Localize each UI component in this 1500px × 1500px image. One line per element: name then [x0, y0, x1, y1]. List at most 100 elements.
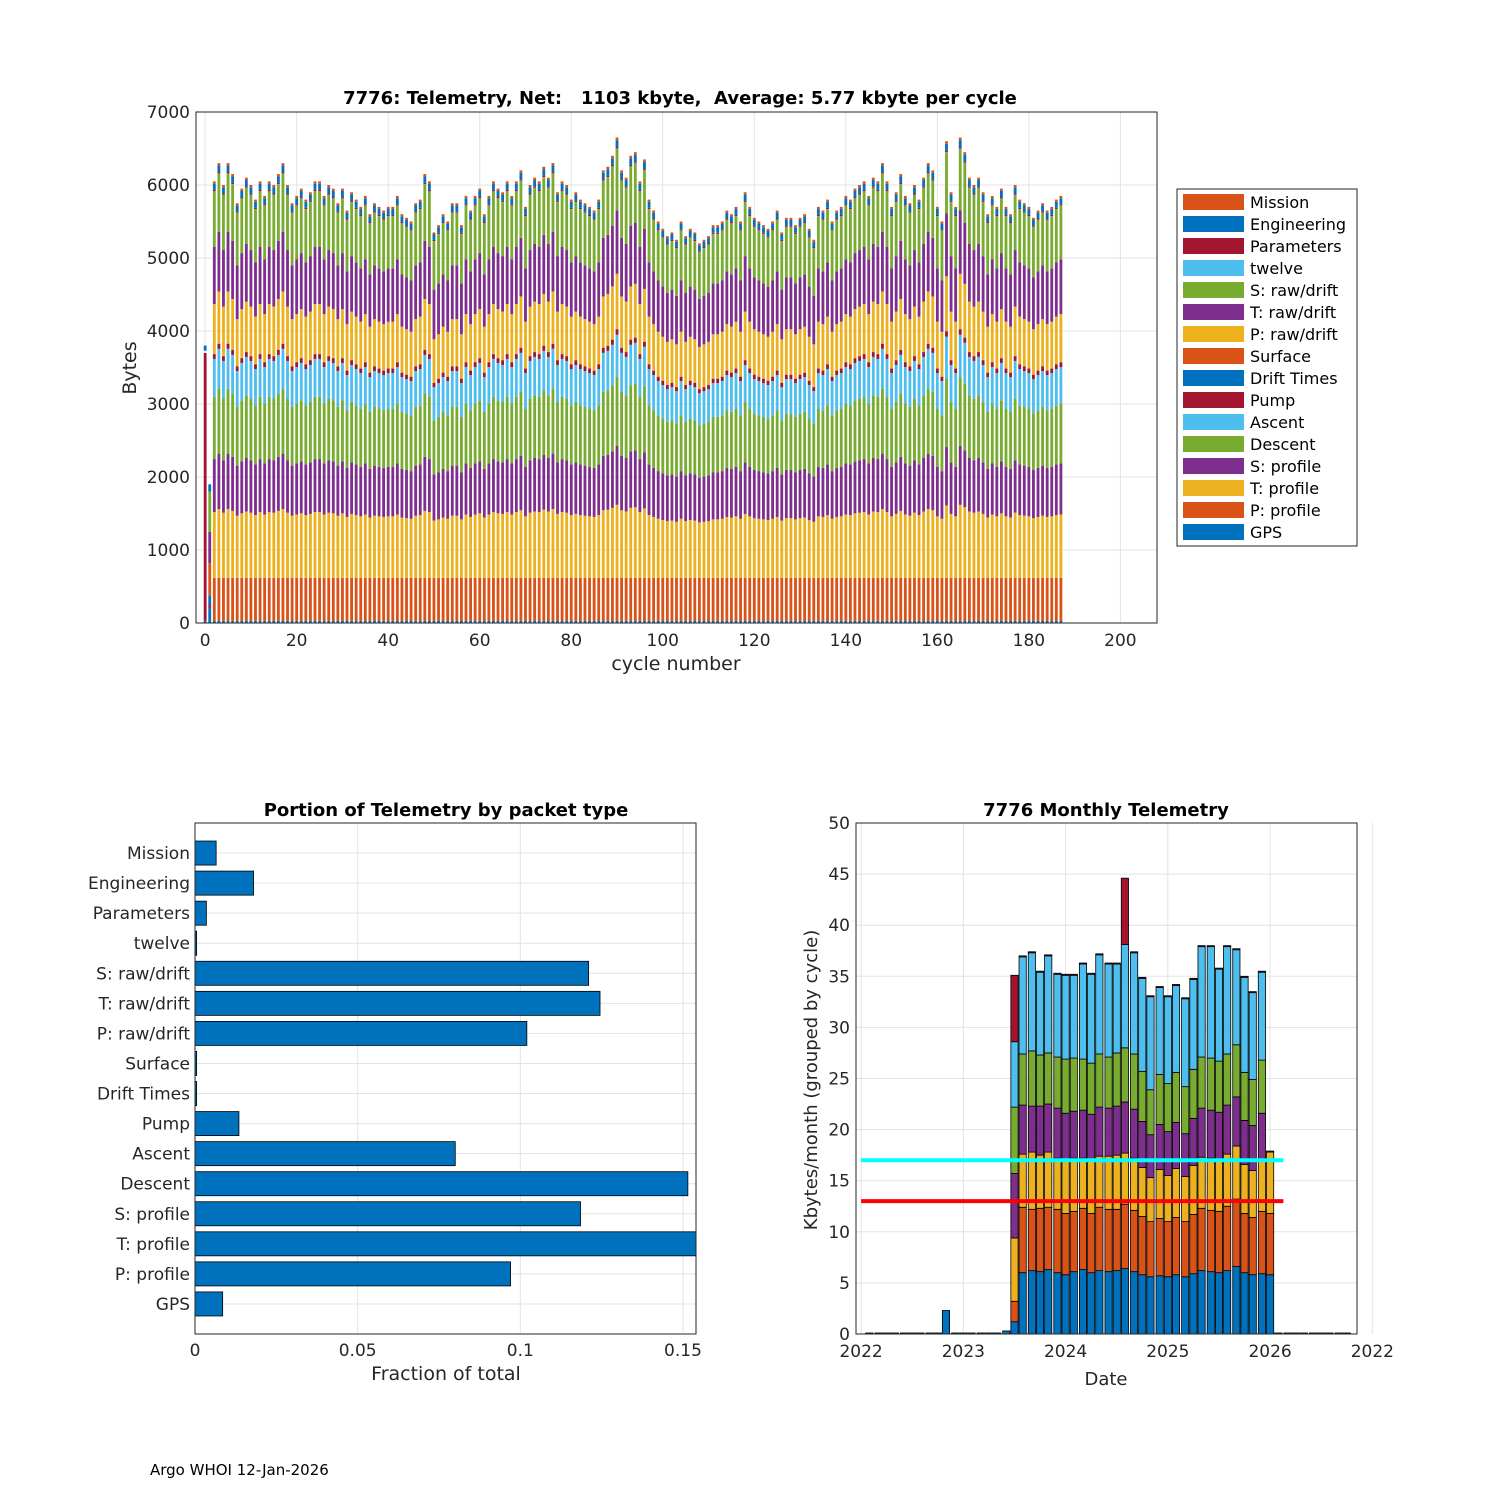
monthly-bar-segment	[1266, 1274, 1275, 1335]
per-cycle-bar-segment	[922, 356, 926, 396]
per-cycle-bar-segment	[807, 336, 811, 381]
per-cycle-bar-segment	[423, 354, 427, 394]
per-cycle-bar-segment	[949, 462, 953, 514]
per-cycle-bar-segment	[1041, 371, 1045, 407]
per-cycle-bar-segment	[231, 354, 235, 394]
per-cycle-bar-segment	[254, 405, 257, 465]
per-cycle-bar-segment	[427, 512, 431, 578]
per-cycle-bar-segment	[789, 219, 793, 226]
per-cycle-bar-segment	[816, 516, 820, 578]
per-cycle-bar-segment	[263, 366, 267, 404]
per-cycle-bar-segment	[945, 378, 948, 448]
per-cycle-bar-segment	[853, 190, 857, 198]
per-cycle-bar-segment	[514, 620, 518, 623]
per-cycle-bar-segment	[313, 191, 317, 248]
per-cycle-bar-segment	[981, 513, 985, 578]
per-cycle-bar-segment	[624, 620, 628, 623]
per-cycle-bar-segment	[505, 459, 509, 513]
per-cycle-bar-segment	[482, 377, 486, 412]
per-cycle-bar-segment	[446, 577, 450, 621]
per-cycle-bar-segment	[359, 373, 363, 409]
per-cycle-bar-segment	[638, 577, 642, 621]
per-cycle-bar-segment	[926, 165, 930, 173]
per-cycle-bar-segment	[345, 467, 349, 517]
per-cycle-bar-segment	[633, 162, 637, 223]
per-cycle-bar-segment	[670, 241, 674, 290]
per-cycle-bar-segment	[560, 247, 564, 305]
per-cycle-bar-segment	[322, 514, 326, 578]
monthly-bar-segment	[1248, 991, 1257, 994]
per-cycle-bar-segment	[1032, 219, 1035, 226]
per-cycle-bar-segment	[391, 516, 395, 578]
per-cycle-bar-segment	[460, 416, 463, 473]
per-cycle-bar-segment	[949, 202, 953, 257]
per-cycle-bar-segment	[684, 521, 688, 578]
per-cycle-bar-segment	[881, 173, 884, 232]
per-cycle-bar-segment	[359, 516, 363, 578]
per-cycle-bar-segment	[524, 408, 527, 467]
per-cycle-bar-segment	[299, 253, 303, 310]
monthly-bar-segment	[1061, 1213, 1070, 1276]
per-cycle-bar-segment	[1018, 364, 1022, 370]
monthly-bar-segment	[1181, 997, 1190, 1000]
monthly-bar-segment	[1069, 1110, 1078, 1159]
per-cycle-bar-segment	[871, 186, 875, 188]
per-cycle-bar-segment	[501, 577, 505, 621]
per-cycle-bar-segment	[1054, 515, 1058, 578]
per-cycle-bar-segment	[661, 228, 665, 231]
per-cycle-bar-segment	[949, 364, 953, 402]
per-cycle-bar-segment	[816, 216, 820, 269]
per-cycle-xtick-label: 140	[830, 631, 862, 651]
per-cycle-bar-segment	[212, 181, 216, 184]
per-cycle-bar-segment	[528, 194, 532, 251]
per-cycle-bar-segment	[1009, 223, 1012, 275]
per-cycle-bar-segment	[418, 209, 422, 263]
monthly-bar-segment	[1010, 1300, 1019, 1323]
per-cycle-chart: 0 20 40 60 80 100 120 140 160 180 2000100020003000…	[119, 88, 1358, 675]
per-cycle-bar-segment	[1022, 212, 1026, 266]
per-cycle-bar-segment	[848, 405, 852, 465]
per-cycle-bar-segment	[977, 457, 980, 512]
per-cycle-bar-segment	[702, 391, 706, 424]
per-cycle-bar-segment	[844, 514, 848, 578]
per-cycle-bar-segment	[629, 344, 633, 386]
per-cycle-bar-segment	[231, 393, 235, 457]
per-cycle-bar-segment	[249, 194, 253, 251]
per-cycle-bar-segment	[784, 227, 788, 278]
per-cycle-bar-segment	[725, 620, 729, 623]
per-cycle-bar-segment	[313, 512, 317, 578]
per-cycle-bar-segment	[899, 182, 903, 185]
per-cycle-bar-segment	[798, 277, 802, 330]
per-cycle-bar-segment	[418, 464, 422, 516]
monthly-bar-segment	[1240, 1213, 1249, 1274]
per-cycle-bar-segment	[427, 189, 431, 192]
per-cycle-bar-segment	[441, 620, 445, 623]
per-cycle-bar-segment	[308, 462, 312, 514]
monthly-bar-segment	[1240, 1163, 1249, 1214]
per-cycle-bar-segment	[881, 348, 884, 389]
per-cycle-bar-segment	[913, 194, 916, 251]
per-cycle-bar-segment	[354, 262, 358, 317]
per-cycle-bar-segment	[647, 316, 651, 365]
per-cycle-bar-segment	[858, 460, 861, 513]
per-cycle-bar-segment	[913, 620, 916, 623]
per-cycle-bar-segment	[308, 202, 312, 257]
packet-type-category-label: S: raw/drift	[96, 964, 190, 984]
per-cycle-bar-segment	[542, 577, 546, 621]
per-cycle-bar-segment	[885, 183, 889, 190]
per-cycle-bar-segment	[720, 230, 724, 281]
per-cycle-bar-segment	[231, 577, 235, 621]
per-cycle-bar-segment	[775, 324, 779, 371]
per-cycle-bar-segment	[643, 452, 646, 509]
per-cycle-bar-segment	[299, 198, 303, 254]
per-cycle-bar-segment	[432, 420, 436, 475]
per-cycle-bar-segment	[377, 206, 381, 210]
per-cycle-bar-segment	[670, 239, 674, 242]
per-cycle-bar-segment	[244, 177, 248, 181]
per-cycle-bar-segment	[848, 464, 852, 516]
per-cycle-bar-segment	[807, 236, 811, 238]
per-cycle-bar-segment	[1013, 360, 1017, 399]
monthly-bar-segment	[1146, 1276, 1155, 1335]
per-cycle-bar-segment	[501, 256, 505, 312]
monthly-bar-segment	[1138, 1167, 1147, 1217]
